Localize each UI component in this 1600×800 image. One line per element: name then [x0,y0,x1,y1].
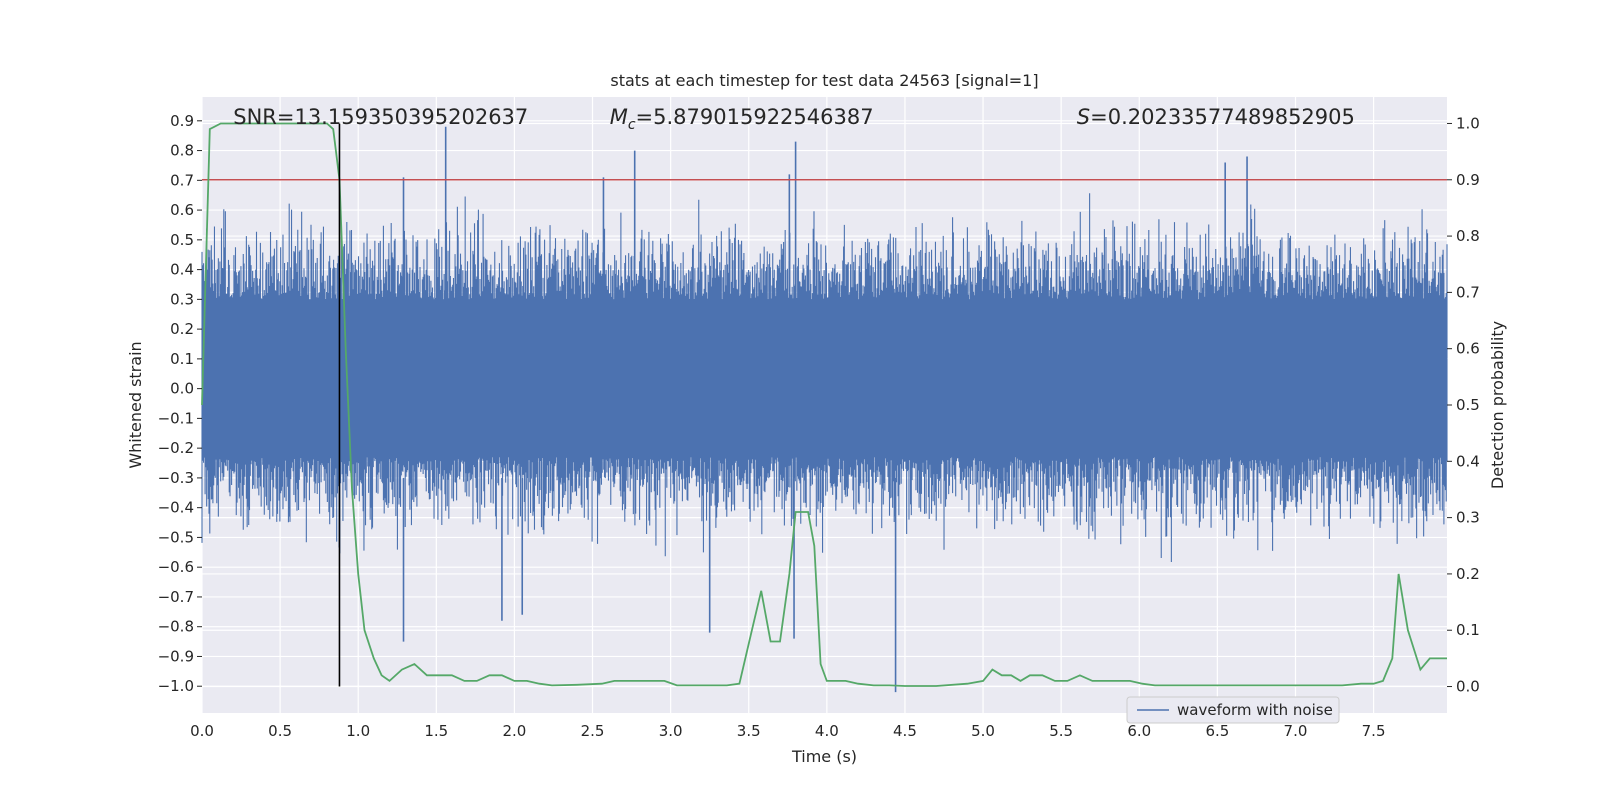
x-tick-label: 5.0 [971,722,995,740]
y-tick-label: 0.7 [170,171,194,189]
x-tick-label: 0.0 [190,722,214,740]
y-tick-label: 0.0 [170,380,194,398]
y2-tick-label: 0.0 [1456,678,1480,696]
y-tick-label: 0.6 [170,201,194,219]
y-tick-label: 0.4 [170,261,194,279]
y2-tick-label: 1.0 [1456,114,1480,132]
y-tick-label: −0.7 [158,588,194,606]
y-tick-label: 0.9 [170,112,194,130]
x-tick-label: 3.5 [737,722,761,740]
legend-entry: waveform with noise [1177,701,1333,719]
y2-tick-label: 0.1 [1456,621,1480,639]
chart-title: stats at each timestep for test data 245… [610,71,1038,90]
x-tick-label: 7.5 [1362,722,1386,740]
s-value: =0.20233577489852905 [1090,105,1355,129]
y2-tick-label: 0.4 [1456,452,1480,470]
mc-subscript: c [628,117,636,133]
y-axis-label: Whitened strain [126,341,145,468]
y-tick-label: 0.5 [170,231,194,249]
y-tick-label: −0.6 [158,558,194,576]
y2-tick-label: 0.3 [1456,509,1480,527]
y2-tick-label: 0.8 [1456,227,1480,245]
y-tick-label: −0.8 [158,618,194,636]
x-tick-label: 0.5 [268,722,292,740]
chirp-mass-annotation: Mc=5.879015922546387 [610,105,874,133]
x-tick-label: 4.5 [893,722,917,740]
x-tick-label: 1.5 [424,722,448,740]
snr-annotation: SNR=13.159350395202637 [233,105,528,129]
y2-tick-label: 0.9 [1456,171,1480,189]
y-tick-label: −0.3 [158,469,194,487]
y-tick-label: 0.2 [170,320,194,338]
y-tick-label: −0.9 [158,647,194,665]
mc-value: =5.879015922546387 [636,105,874,129]
y-tick-label: −0.2 [158,439,194,457]
x-tick-label: 6.5 [1205,722,1229,740]
y-tick-label: −0.4 [158,499,194,517]
s-annotation: S=0.20233577489852905 [1077,105,1355,129]
x-tick-label: 7.0 [1284,722,1308,740]
waveform-dense-core [202,299,1447,458]
y-tick-label: 0.3 [170,290,194,308]
y2-tick-label: 0.2 [1456,565,1480,583]
x-tick-label: 4.0 [815,722,839,740]
x-tick-label: 1.0 [346,722,370,740]
x-tick-label: 3.0 [659,722,683,740]
y-tick-label: −0.1 [158,409,194,427]
x-tick-label: 6.0 [1127,722,1151,740]
x-tick-label: 2.5 [581,722,605,740]
y-tick-label: 0.8 [170,142,194,160]
y-tick-label: −1.0 [158,677,194,695]
x-axis-label: Time (s) [791,747,857,766]
legend-box [1126,696,1340,724]
y2-tick-label: 0.7 [1456,283,1480,301]
y-tick-label: 0.1 [170,350,194,368]
legend: waveform with noise [1126,696,1340,724]
detection-probability-line [201,122,1447,687]
mc-symbol: M [610,105,628,129]
overlay-layer [201,122,1447,687]
y-tick-label: −0.5 [158,528,194,546]
s-symbol: S [1077,105,1090,129]
y2-tick-label: 0.5 [1456,396,1480,414]
x-tick-label: 5.5 [1049,722,1073,740]
waveform-series [201,126,1448,693]
y2-tick-label: 0.6 [1456,340,1480,358]
x-tick-label: 2.0 [502,722,526,740]
y2-axis-label: Detection probability [1488,321,1507,489]
tick-labels: 0.0 0.5 1.0 1.5 2.0 2.5 3.0 3.5 4.0 4.5 5.0 5.5 6.0 6… [158,112,1480,740]
